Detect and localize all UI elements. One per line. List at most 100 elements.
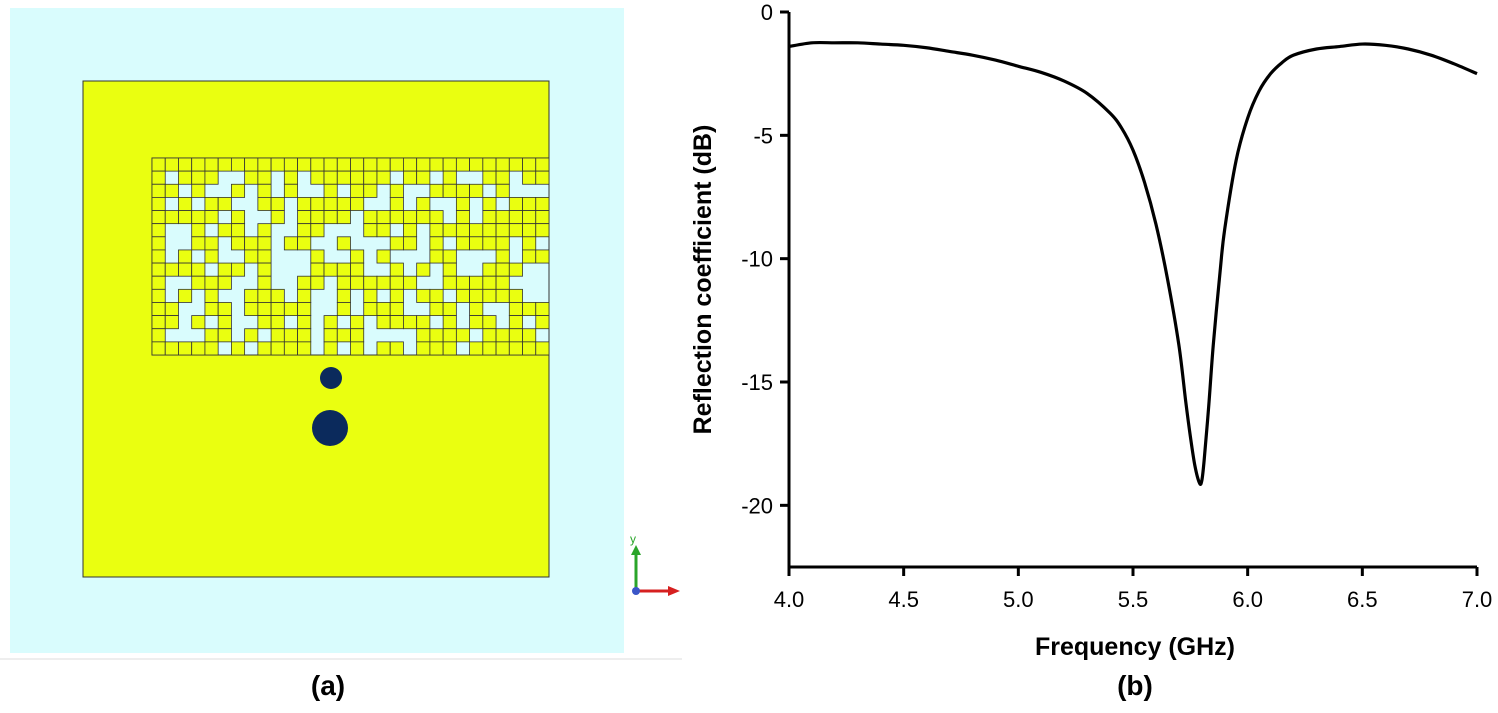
pixel-cell: [297, 196, 312, 211]
pixel-cell: [482, 170, 497, 185]
x-tick-label: 6.5: [1347, 587, 1378, 612]
pixel-cell: [257, 170, 272, 185]
pixel-cell: [204, 249, 219, 264]
feed-via-circle: [312, 410, 348, 446]
pixel-cell: [442, 302, 457, 317]
pixel-cell: [416, 288, 431, 303]
pixel-cell: [363, 170, 378, 185]
pixel-cell: [191, 223, 206, 238]
pixel-cell: [191, 157, 206, 172]
pixel-cell: [389, 157, 404, 172]
pixel-cell: [455, 210, 470, 225]
x-tick-label: 7.0: [1462, 587, 1493, 612]
pixel-cell: [363, 275, 378, 290]
pixel-cell: [363, 210, 378, 225]
pixel-cell: [164, 157, 179, 172]
pixel-cell: [455, 288, 470, 303]
pixel-cell: [178, 157, 193, 172]
pixel-cell: [164, 315, 179, 330]
x-axis-label: Frequency (GHz): [1035, 633, 1235, 661]
pixel-cell: [283, 302, 298, 317]
pixel-cell: [257, 196, 272, 211]
pixel-cell: [230, 223, 246, 238]
pixel-cell: [403, 236, 418, 251]
pixel-cell: [310, 223, 325, 238]
pixel-cell: [178, 196, 193, 211]
pixel-cell: [416, 262, 431, 277]
pixel-cell: [376, 157, 391, 172]
pixel-cell: [151, 315, 166, 330]
pixel-cell: [297, 275, 312, 290]
pixel-cell: [508, 196, 523, 211]
pixel-cell: [283, 236, 298, 251]
pixel-cell: [204, 170, 219, 185]
pixel-cell: [297, 288, 312, 303]
pixel-cell: [508, 157, 523, 172]
pixel-cell: [416, 157, 431, 172]
pixel-cell: [178, 288, 193, 303]
pixel-cell: [204, 288, 219, 303]
pixel-cell: [310, 196, 325, 211]
pixel-cell: [178, 341, 193, 356]
pixel-cell: [403, 157, 418, 172]
pixel-cell: [522, 236, 537, 251]
pixel-cell: [416, 328, 431, 343]
pixel-cell: [403, 210, 418, 225]
pixel-cell: [522, 170, 537, 185]
pixel-cell: [191, 341, 206, 356]
pixel-cell: [204, 302, 219, 317]
pixel-cell: [363, 223, 378, 238]
pixel-cell: [522, 210, 537, 225]
pixel-cell: [495, 341, 510, 356]
pixel-cell: [469, 341, 484, 356]
pixel-cell: [482, 288, 497, 303]
pixel-cell: [270, 328, 285, 343]
pixel-cell: [244, 288, 259, 303]
pixel-cell: [283, 183, 298, 198]
pixel-cell: [151, 288, 166, 303]
pixel-cell: [270, 157, 285, 172]
pixel-cell: [336, 302, 351, 317]
pixel-cell: [363, 288, 378, 303]
pixel-cell: [310, 275, 325, 290]
pixel-cell: [535, 157, 550, 172]
pixel-cell: [297, 302, 312, 317]
pixel-cell: [151, 196, 166, 211]
pixel-cell: [389, 262, 404, 277]
pixel-cell: [482, 223, 497, 238]
pixel-cell: [283, 341, 298, 356]
pixel-cell: [508, 210, 523, 225]
pixel-cell: [164, 302, 179, 317]
pixel-cell: [469, 315, 484, 330]
pixel-cell: [191, 262, 206, 277]
pixel-cell: [469, 183, 484, 198]
pixel-cell: [522, 196, 537, 211]
pixel-cell: [164, 341, 179, 356]
pixel-cell: [178, 249, 193, 264]
x-tick-label: 5.0: [1003, 587, 1034, 612]
pixel-cell: [151, 170, 166, 185]
pixel-cell: [416, 170, 431, 185]
y-tick-label: 0: [761, 0, 773, 25]
pixel-cell: [350, 183, 365, 198]
pixel-cell: [230, 183, 246, 198]
pixel-cell: [230, 236, 246, 251]
pixel-cell: [482, 275, 497, 290]
pixel-cell: [217, 196, 232, 211]
pixel-cell: [495, 262, 510, 277]
pixel-cell: [297, 236, 312, 251]
pixel-cell: [389, 275, 404, 290]
pixel-cell: [204, 157, 219, 172]
pixel-cell: [429, 302, 444, 317]
pixel-cell: [469, 236, 484, 251]
pixel-cell: [442, 262, 457, 277]
coordinate-axes-icon: y: [630, 532, 680, 596]
y-axis-icon-label: y: [630, 532, 636, 546]
pixel-cell: [151, 249, 166, 264]
pixel-cell: [151, 262, 166, 277]
y-axis: 0 -5 -10 -15 -20: [741, 0, 791, 567]
pixel-cell: [297, 223, 312, 238]
pixel-cell: [376, 315, 391, 330]
pixel-cell: [323, 196, 338, 211]
pixel-cell: [416, 210, 431, 225]
